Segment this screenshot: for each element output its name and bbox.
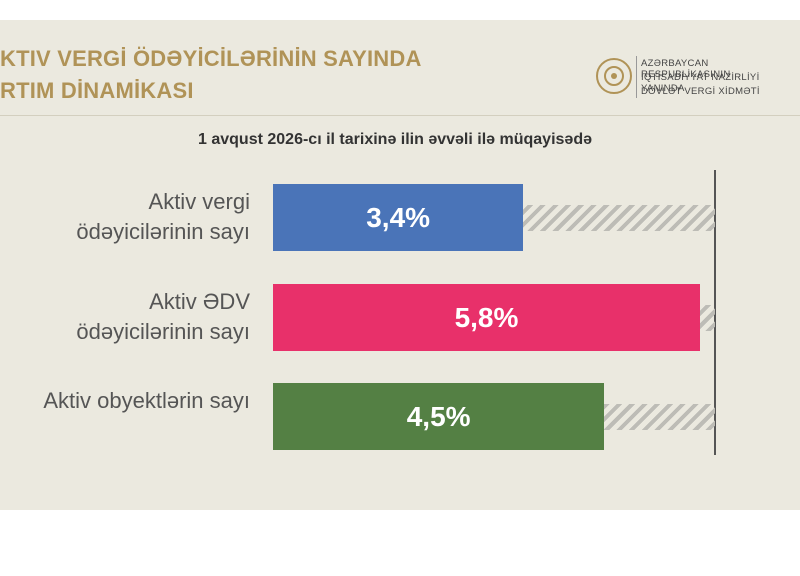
- value-label: 5,8%: [454, 302, 519, 333]
- logo-text: DÖVLƏT VERGİ XİDMƏTİ: [641, 86, 760, 97]
- bar: [273, 383, 605, 450]
- category-label: Aktiv vergi ödəyicilərinin sayı: [76, 189, 250, 244]
- category-label: Aktiv ƏDV ödəyicilərinin sayı: [76, 289, 250, 344]
- bar: [273, 184, 524, 251]
- reference-line: [714, 170, 716, 455]
- title: KTIV VERGİ ÖDƏYİCİLƏRİNİN SAYINDA: [0, 46, 422, 71]
- logo-text: İQTİSADİYYAT NAZİRLİYİ YANINDA: [641, 72, 760, 94]
- value-label: 3,4%: [366, 202, 431, 233]
- value-label: 4,5%: [406, 401, 471, 432]
- logo-divider: [636, 56, 637, 98]
- subtitle: 1 avqust 2026-cı il tarixinə ilin əvvəli…: [198, 131, 592, 148]
- title: RTIM DİNAMİKASI: [0, 78, 194, 103]
- category-label: Aktiv obyektlərin sayı: [43, 388, 250, 413]
- logo-text: AZƏRBAYCAN RESPUBLİKASININ: [641, 58, 731, 80]
- logo-emblem: [596, 58, 632, 94]
- bar: [273, 284, 700, 351]
- divider: [0, 115, 800, 116]
